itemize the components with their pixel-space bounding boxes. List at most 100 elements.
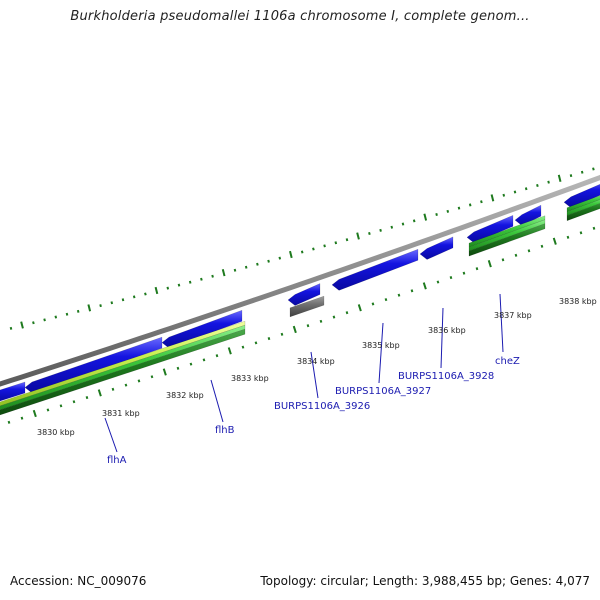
- green-dark-band: [468, 223, 546, 257]
- outer-tick: [312, 247, 315, 251]
- outer-tick: [144, 292, 147, 296]
- inner-tick: [111, 387, 115, 391]
- inner-tick: [124, 383, 128, 387]
- outer-tick: [200, 277, 203, 281]
- cds-track: [0, 183, 600, 402]
- outer-tick: [323, 244, 326, 248]
- inner-tick: [487, 260, 492, 268]
- outer-tick: [569, 174, 573, 178]
- inner-tick: [410, 289, 414, 293]
- outer-tick: [480, 200, 483, 204]
- outer-tick: [300, 250, 304, 254]
- leader-line: [104, 417, 118, 453]
- inner-tick: [527, 249, 531, 253]
- tick-label-3837: 3837 kbp: [494, 311, 532, 320]
- outer-tick: [244, 265, 248, 269]
- inner-tick: [215, 354, 219, 358]
- inner-tick: [202, 358, 206, 362]
- inner-tick: [552, 237, 557, 245]
- leader-line: [378, 322, 384, 384]
- gene-label-flha[interactable]: flhA: [107, 455, 127, 466]
- topology-text: Topology: circular; Length: 3,988,455 bp…: [260, 574, 590, 588]
- backbone-line: [0, 174, 600, 387]
- outer-tick: [43, 318, 46, 322]
- outer-tick: [267, 259, 270, 263]
- outer-tick: [412, 219, 416, 223]
- outer-tick: [20, 321, 24, 329]
- inner-tick: [32, 409, 37, 418]
- inner-tick: [514, 253, 518, 257]
- leader-line: [210, 379, 224, 423]
- cds-block-3927: [331, 248, 419, 291]
- gene-label-flhb[interactable]: flhB: [215, 425, 235, 436]
- inner-tick: [176, 366, 180, 370]
- inner-tick: [540, 244, 544, 248]
- inner-tick: [72, 400, 76, 404]
- gene-label-burps1106a-3928[interactable]: BURPS1106A_3928: [398, 371, 494, 382]
- outer-tick: [368, 231, 371, 235]
- outer-tick: [580, 170, 584, 174]
- gene-label-chez[interactable]: cheZ: [495, 356, 520, 367]
- outer-tick: [9, 326, 13, 330]
- outer-tick: [132, 295, 136, 299]
- outer-tick: [345, 238, 349, 242]
- outer-tick: [557, 174, 562, 182]
- outer-tick: [256, 262, 259, 266]
- green-dark-band: [0, 328, 246, 416]
- tick-label-3836: 3836 kbp: [428, 326, 466, 335]
- outer-tick: [524, 187, 528, 191]
- inner-tick: [462, 271, 466, 275]
- gene-label-burps1106a-3927[interactable]: BURPS1106A_3927: [335, 386, 431, 397]
- cds-block: [0, 381, 26, 402]
- tick-label-3830: 3830 kbp: [37, 428, 75, 437]
- map-title: Burkholderia pseudomallei 1106a chromoso…: [70, 9, 530, 24]
- inner-tick: [436, 280, 440, 284]
- inner-tick: [579, 231, 583, 235]
- outer-tick: [502, 193, 506, 197]
- outer-tick: [457, 206, 461, 210]
- outer-tick: [401, 222, 405, 226]
- inner-tick: [20, 416, 24, 420]
- outer-tick: [278, 256, 282, 260]
- outer-tick: [356, 232, 360, 240]
- inner-tick: [227, 347, 232, 355]
- inner-tick: [46, 408, 50, 412]
- outer-tick: [65, 312, 69, 316]
- outer-tick: [211, 274, 214, 278]
- leader-line: [499, 293, 504, 353]
- outer-tick: [87, 304, 92, 312]
- outer-tick: [154, 286, 159, 295]
- leader-line: [440, 307, 444, 369]
- outer-tick: [99, 304, 102, 308]
- cds-block-3928: [419, 236, 454, 260]
- gene-label-burps1106a-3926[interactable]: BURPS1106A_3926: [274, 401, 370, 412]
- tick-labels: 3830 kbp 3831 kbp 3832 kbp 3833 kbp 3834…: [37, 297, 597, 437]
- inner-tick: [566, 235, 570, 239]
- inner-tick: [97, 389, 102, 397]
- inner-tick: [150, 375, 154, 379]
- inner-tick: [241, 345, 245, 349]
- outer-tick: [592, 167, 595, 171]
- outer-tick: [334, 241, 338, 245]
- leader-line: [310, 351, 319, 399]
- outer-tick: [390, 225, 394, 229]
- inner-tick: [7, 420, 11, 424]
- outer-tick: [379, 228, 382, 232]
- green-dark-band: [566, 203, 600, 222]
- tick-label-3835: 3835 kbp: [362, 341, 400, 350]
- green-tracks: [0, 195, 600, 416]
- inner-tick: [384, 298, 388, 302]
- outer-tick: [188, 280, 192, 284]
- outer-tick: [468, 203, 472, 207]
- outer-tick: [536, 183, 539, 187]
- outer-tick: [121, 298, 125, 302]
- outer-tick: [490, 194, 495, 202]
- inner-tick: [449, 276, 453, 280]
- outer-tick: [221, 269, 226, 277]
- outer-tick-ring: [9, 167, 595, 330]
- inner-tick: [422, 282, 427, 290]
- inner-tick: [332, 315, 336, 319]
- inner-tick: [85, 396, 89, 400]
- green-mid-band: [566, 199, 600, 217]
